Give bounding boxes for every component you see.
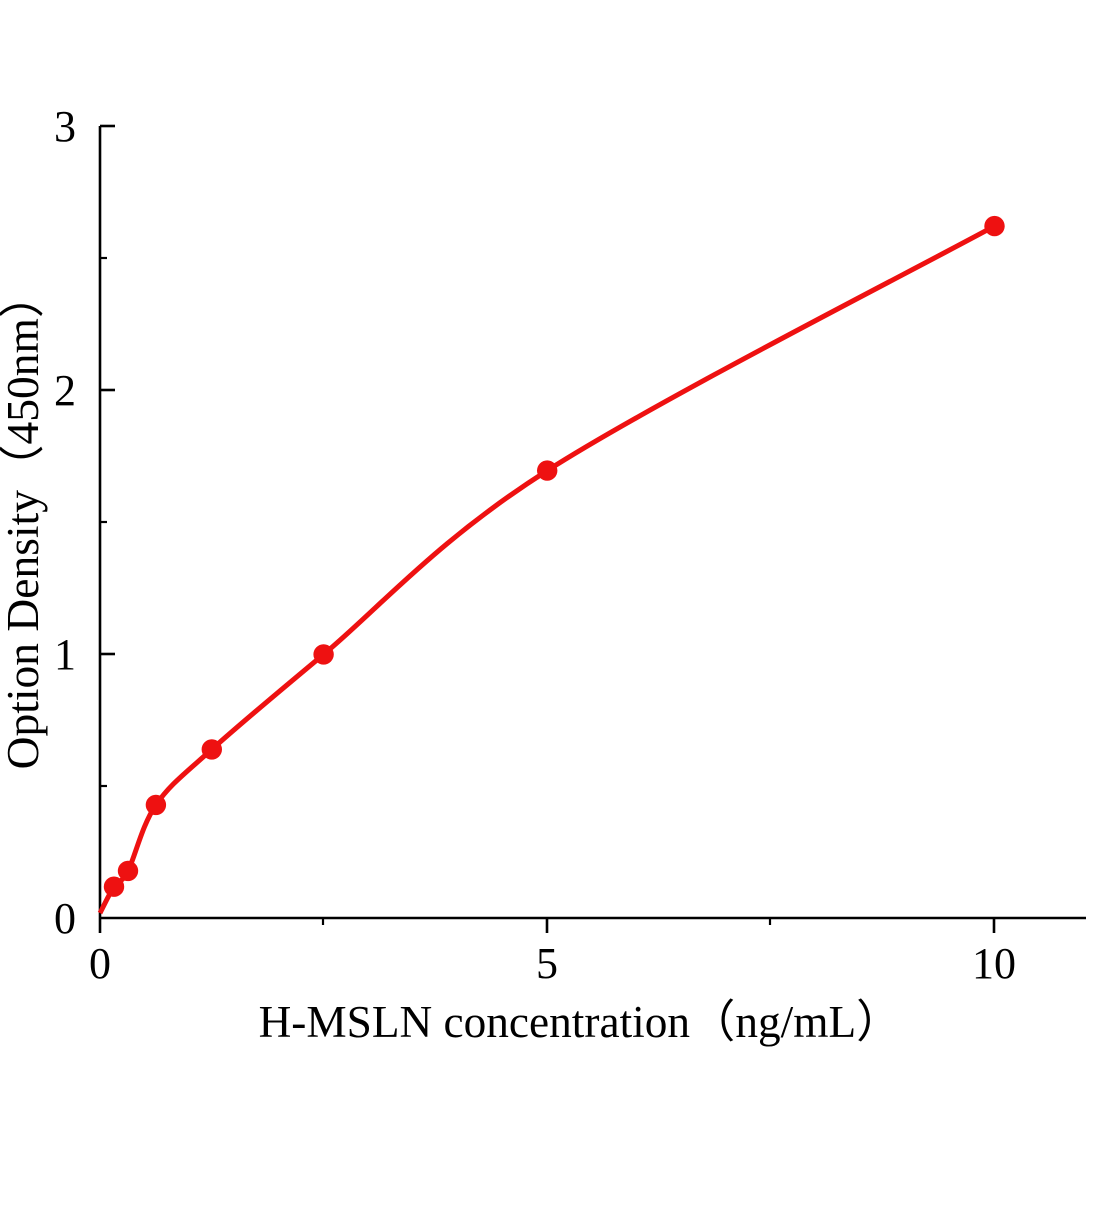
svg-text:0: 0: [54, 894, 76, 943]
svg-text:3: 3: [54, 102, 76, 151]
svg-text:0: 0: [89, 939, 111, 988]
svg-text:H-MSLN concentration（ng/mL）: H-MSLN concentration（ng/mL）: [259, 997, 902, 1047]
svg-text:Option Density（450nm）: Option Density（450nm）: [0, 273, 48, 770]
svg-text:5: 5: [536, 939, 558, 988]
svg-text:2: 2: [54, 366, 76, 415]
svg-text:10: 10: [972, 939, 1016, 988]
svg-text:1: 1: [54, 630, 76, 679]
